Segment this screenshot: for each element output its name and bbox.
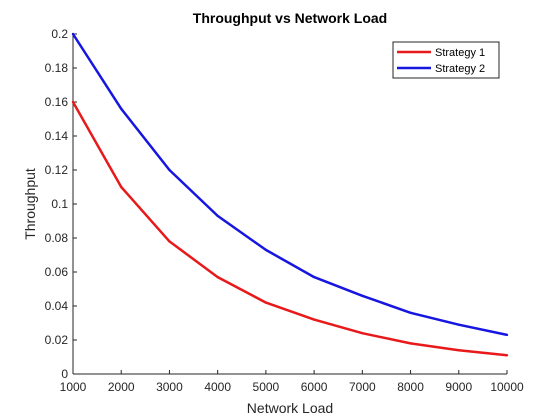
y-tick-label: 0.06 <box>45 265 69 279</box>
legend-label-2: Strategy 2 <box>435 63 485 75</box>
y-tick-label: 0.02 <box>45 333 69 347</box>
series-2-point <box>312 275 316 279</box>
series-1-point <box>120 185 123 189</box>
x-tick-label: 3000 <box>156 380 183 394</box>
y-tick-label: 0.08 <box>45 231 69 245</box>
series-1-point <box>505 354 509 357</box>
series-1-point <box>361 332 364 335</box>
x-tick-label: 8000 <box>397 380 424 394</box>
x-axis-label: Network Load <box>247 400 333 416</box>
y-tick-label: 0.18 <box>45 61 69 75</box>
y-tick-label: 0.04 <box>45 299 69 313</box>
series-1-point <box>312 318 316 321</box>
series-2-point <box>71 32 75 36</box>
plot-area: 1000 2000 3000 4000 5000 6000 7000 8000 9000 1000… <box>45 27 524 394</box>
series-2-point <box>216 214 219 218</box>
series-1-point <box>409 342 412 345</box>
plot-background <box>73 34 507 374</box>
series-2-point <box>120 107 123 111</box>
y-tick-label: 0.1 <box>51 197 68 211</box>
x-tick-label: 6000 <box>301 380 328 394</box>
x-tick-label: 5000 <box>253 380 280 394</box>
series-1-point <box>168 240 171 243</box>
y-axis-label: Throughput <box>22 168 38 240</box>
x-tick-label: 1000 <box>60 380 87 394</box>
series-2-point <box>168 168 171 172</box>
y-tick-label: 0.16 <box>45 95 69 109</box>
series-1-point <box>71 100 75 104</box>
legend-box <box>392 41 500 79</box>
x-tick-label: 7000 <box>349 380 376 394</box>
series-1-point <box>264 301 268 304</box>
chart-title: Throughput vs Network Load <box>193 10 387 26</box>
x-tick-label: 9000 <box>445 380 472 394</box>
series-2-point <box>409 311 412 314</box>
y-tick-label: 0 <box>61 367 68 381</box>
series-1-point <box>457 349 460 352</box>
x-tick-label: 10000 <box>490 380 524 394</box>
series-2-point <box>361 294 364 297</box>
series-1-point <box>216 275 219 279</box>
series-line-1 <box>71 101 508 357</box>
y-tick-label: 0.12 <box>45 163 69 177</box>
y-tick-label: 0.2 <box>51 27 68 41</box>
legend-label-1: Strategy 1 <box>435 47 485 59</box>
x-tick-label: 4000 <box>204 380 231 394</box>
series-line-2 <box>71 33 508 337</box>
series-2-point <box>457 323 460 326</box>
x-tick-label: 2000 <box>108 380 135 394</box>
series-2-point <box>264 248 268 252</box>
legend: Strategy 1 Strategy 2 <box>392 41 500 79</box>
y-tick-label: 0.14 <box>45 129 69 143</box>
series-2-point <box>505 333 509 337</box>
